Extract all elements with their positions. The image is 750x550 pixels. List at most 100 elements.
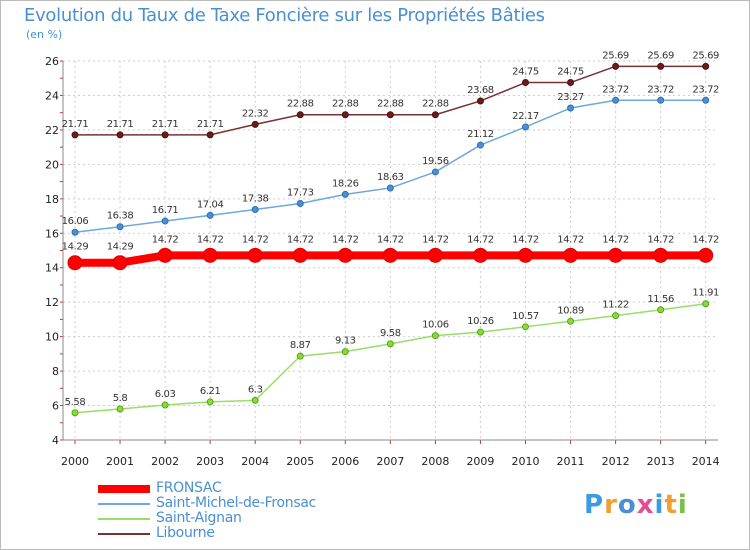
- x-tick-label: 2002: [151, 455, 179, 468]
- x-tick-label: 2012: [602, 455, 630, 468]
- data-label-libourne: 21.71: [197, 119, 224, 130]
- data-label-libourne: 24.75: [512, 67, 539, 78]
- data-point-libourne: [206, 131, 214, 139]
- x-tick-label: 2009: [466, 455, 494, 468]
- data-point-saint-aignan: [702, 300, 710, 308]
- data-label-saint-aignan: 11.22: [602, 300, 629, 311]
- data-point-saint-michel-de-fronsac: [116, 223, 124, 231]
- data-label-libourne: 24.75: [557, 67, 584, 78]
- data-point-saint-michel-de-fronsac: [522, 123, 529, 131]
- y-tick-label: 24: [45, 89, 59, 102]
- data-point-saint-aignan: [161, 401, 169, 409]
- data-label-fronsac: 14.72: [692, 234, 719, 245]
- x-tick-label: 2014: [692, 455, 720, 468]
- data-label-fronsac: 14.72: [602, 234, 629, 245]
- legend-label: Libourne: [156, 525, 215, 541]
- data-point-libourne: [431, 111, 439, 119]
- x-tick-label: 2003: [196, 455, 224, 468]
- data-point-libourne: [612, 62, 620, 70]
- data-label-fronsac: 14.72: [152, 234, 179, 245]
- logo-letter: r: [604, 490, 618, 520]
- data-label-libourne: 21.71: [62, 119, 89, 130]
- data-point-libourne: [657, 62, 665, 70]
- y-tick-label: 6: [52, 400, 59, 413]
- x-tick-label: 2013: [647, 455, 675, 468]
- data-point-fronsac: [247, 247, 263, 263]
- chart-title: Evolution du Taux de Taxe Foncière sur l…: [24, 5, 545, 26]
- data-label-saint-michel-de-fronsac: 16.38: [107, 211, 134, 222]
- logo-letter: o: [617, 490, 637, 520]
- logo-letter: i: [654, 490, 665, 520]
- data-point-saint-aignan: [431, 332, 439, 340]
- data-label-saint-michel-de-fronsac: 18.26: [332, 178, 359, 189]
- unit-label: (en %): [26, 28, 63, 41]
- data-point-fronsac: [563, 247, 579, 263]
- data-point-fronsac: [202, 247, 218, 263]
- x-tick-label: 2004: [241, 455, 269, 468]
- legend-swatch: [98, 533, 150, 535]
- series-layer: [67, 62, 714, 417]
- logo-letter: i: [677, 490, 688, 520]
- data-label-libourne: 22.88: [332, 99, 359, 110]
- data-label-libourne: 21.71: [152, 119, 179, 130]
- data-point-saint-michel-de-fronsac: [567, 104, 575, 112]
- data-label-saint-aignan: 6.21: [200, 386, 221, 397]
- legend-label: Saint-Michel-de-Fronsac: [156, 495, 317, 511]
- data-label-saint-aignan: 10.26: [467, 316, 494, 327]
- x-tick-label: 2006: [331, 455, 359, 468]
- legend-swatch: [98, 518, 150, 520]
- data-label-libourne: 21.71: [107, 119, 134, 130]
- data-label-fronsac: 14.29: [107, 242, 134, 253]
- y-tick-label: 4: [52, 434, 59, 447]
- data-point-fronsac: [608, 247, 624, 263]
- data-point-libourne: [567, 79, 575, 87]
- data-label-fronsac: 14.72: [467, 234, 494, 245]
- data-point-saint-aignan: [522, 323, 529, 331]
- data-point-saint-michel-de-fronsac: [296, 199, 304, 207]
- data-label-fronsac: 14.72: [512, 234, 539, 245]
- data-point-libourne: [296, 111, 304, 119]
- data-point-saint-aignan: [251, 396, 259, 404]
- data-label-libourne: 25.69: [692, 50, 719, 61]
- x-tick-label: 2000: [61, 455, 89, 468]
- data-point-saint-michel-de-fronsac: [702, 96, 710, 104]
- logo-letter: P: [584, 490, 605, 520]
- data-label-saint-aignan: 10.89: [557, 305, 584, 316]
- x-tick-label: 2007: [376, 455, 404, 468]
- data-point-saint-aignan: [296, 352, 304, 360]
- data-point-libourne: [702, 62, 710, 70]
- data-point-fronsac: [427, 247, 443, 263]
- data-label-saint-michel-de-fronsac: 16.71: [152, 205, 179, 216]
- data-label-saint-michel-de-fronsac: 17.73: [287, 187, 314, 198]
- data-label-fronsac: 14.72: [242, 234, 269, 245]
- data-label-fronsac: 14.29: [62, 242, 89, 253]
- x-tick-label: 2011: [557, 455, 585, 468]
- data-point-libourne: [476, 97, 484, 105]
- data-labels: 16.06 16.38 16.71 17.04 17.38 17.73 18.26 18.63…: [62, 50, 720, 407]
- data-label-saint-aignan: 10.06: [422, 320, 449, 331]
- data-point-saint-michel-de-fronsac: [71, 228, 79, 236]
- y-tick-label: 16: [45, 227, 59, 240]
- data-point-fronsac: [518, 247, 533, 263]
- data-label-fronsac: 14.72: [287, 234, 314, 245]
- legend-label: FRONSAC: [156, 480, 222, 496]
- data-label-saint-michel-de-fronsac: 23.72: [647, 84, 674, 95]
- data-point-saint-michel-de-fronsac: [612, 96, 620, 104]
- y-tick-label: 26: [45, 55, 59, 68]
- data-label-saint-aignan: 10.57: [512, 311, 539, 322]
- data-point-saint-aignan: [567, 317, 575, 325]
- data-point-saint-aignan: [476, 328, 484, 336]
- data-label-libourne: 22.32: [242, 108, 269, 119]
- data-label-saint-aignan: 9.13: [335, 336, 356, 347]
- data-point-fronsac: [337, 247, 353, 263]
- y-tick-label: 22: [45, 124, 59, 137]
- data-point-saint-aignan: [657, 306, 665, 314]
- data-point-saint-michel-de-fronsac: [476, 141, 484, 149]
- data-label-saint-michel-de-fronsac: 23.72: [602, 84, 629, 95]
- data-point-saint-michel-de-fronsac: [431, 168, 439, 176]
- data-label-saint-aignan: 11.91: [692, 288, 719, 299]
- data-label-libourne: 22.88: [422, 99, 449, 110]
- y-tick-label: 20: [45, 158, 59, 171]
- data-point-fronsac: [698, 247, 714, 263]
- data-point-fronsac: [292, 247, 308, 263]
